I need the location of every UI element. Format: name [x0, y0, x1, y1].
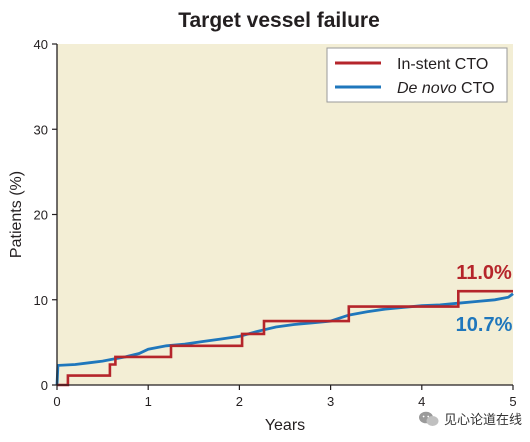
legend-label-de-novo-italic: De novo — [397, 80, 457, 97]
watermark-text: 见心论道在线 — [443, 413, 522, 428]
x-tick-label: 3 — [327, 394, 334, 409]
y-tick-label: 40 — [34, 37, 48, 52]
x-tick-label: 1 — [145, 394, 152, 409]
end-label-de-novo: 10.7% — [456, 314, 513, 336]
legend: In-stent CTO De novo CTO — [326, 47, 508, 103]
x-tick-label: 0 — [53, 394, 60, 409]
legend-label-in-stent: In-stent CTO — [397, 56, 488, 73]
chart-title: Target vessel failure — [178, 9, 380, 32]
y-tick-label: 20 — [34, 208, 48, 223]
wechat-icon — [418, 411, 439, 426]
series-line-in-stent — [57, 289, 513, 387]
x-tick-label: 2 — [236, 394, 243, 409]
y-axis-label: Patients (%) — [8, 171, 25, 258]
x-tick-label: 4 — [418, 394, 425, 409]
legend-box — [326, 47, 508, 103]
y-tick-label: 0 — [41, 378, 48, 393]
y-tick-label: 10 — [34, 293, 48, 308]
legend-label-de-novo: De novo CTO — [397, 80, 495, 97]
legend-label-de-novo-rest: CTO — [457, 80, 495, 97]
y-tick-label: 30 — [34, 122, 48, 137]
x-tick-label: 5 — [509, 394, 516, 409]
x-axis-label: Years — [265, 417, 305, 434]
end-label-in-stent: 11.0% — [456, 262, 512, 284]
watermark: 见心论道在线 — [418, 409, 522, 428]
series-line-de-novo — [55, 292, 514, 386]
